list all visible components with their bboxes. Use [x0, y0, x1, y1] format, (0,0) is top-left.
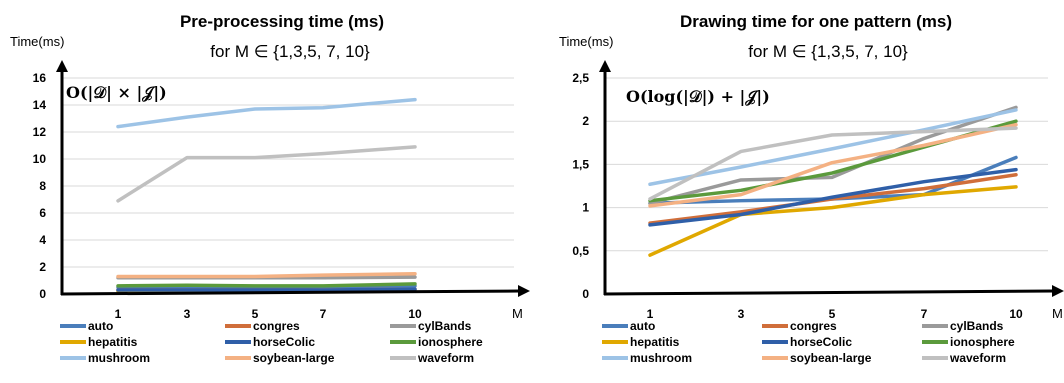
chart-subtitle: for M ∈ {1,3,5, 7, 10} [748, 42, 908, 61]
legend-label-waveform: waveform [417, 351, 474, 365]
x-tick-label: 3 [184, 307, 191, 321]
x-tick-label: 1 [115, 307, 122, 321]
y-tick-label: 8 [39, 179, 46, 193]
complexity-annotation: O(log(|𝒟|) + |𝒥|) [626, 87, 770, 107]
y-tick-label: 0 [582, 287, 589, 301]
x-axis-line [603, 289, 1055, 296]
legend-label-horseColic: horseColic [790, 335, 852, 349]
x-axis-label: M [1052, 306, 1063, 321]
series-line-ionosphere [116, 282, 417, 288]
x-tick-labels: 1 3 5 7 10 [647, 307, 1023, 321]
x-tick-label: 7 [921, 307, 928, 321]
legend-label-soybean-large: soybean-large [790, 351, 872, 365]
y-axis-label: Time(ms) [10, 34, 64, 49]
x-tick-label: 10 [1009, 307, 1023, 321]
chart-preprocessing: Pre-processing time (ms) for M ∈ {1,3,5,… [10, 12, 530, 365]
series-line-soybean-large [648, 122, 1018, 208]
x-tick-label: 5 [829, 307, 836, 321]
x-tick-label: 7 [320, 307, 327, 321]
series-line-soybean-large [116, 272, 417, 279]
y-tick-label: 1,5 [572, 157, 589, 171]
y-tick-label: 4 [39, 233, 46, 247]
series-line-hepatitis [648, 185, 1018, 257]
y-tick-label: 0,5 [572, 244, 589, 258]
series-line-horseColic [648, 167, 1018, 227]
y-axis-arrow [599, 60, 611, 72]
x-tick-label: 10 [408, 307, 422, 321]
series-line-cylBands [648, 105, 1018, 206]
y-tick-labels: 0 0,5 1 1,5 2 2,5 [572, 71, 589, 301]
y-axis-label: Time(ms) [559, 34, 613, 49]
legend-label-congres: congres [253, 319, 300, 333]
axes [56, 60, 530, 297]
legend-label-hepatitis: hepatitis [88, 335, 138, 349]
legend-label-mushroom: mushroom [630, 351, 692, 365]
axes [599, 60, 1064, 297]
series-lines [116, 97, 417, 294]
series-line-mushroom [648, 108, 1018, 187]
y-tick-label: 6 [39, 206, 46, 220]
chart-title: Drawing time for one pattern (ms) [680, 12, 952, 31]
x-axis-arrow [518, 285, 530, 297]
legend-label-soybean-large: soybean-large [253, 351, 335, 365]
legend-label-mushroom: mushroom [88, 351, 150, 365]
y-tick-label: 2,5 [572, 71, 589, 85]
legend-label-congres: congres [790, 319, 837, 333]
legend-label-cylBands: cylBands [418, 319, 472, 333]
series-line-mushroom [116, 97, 417, 129]
y-tick-label: 14 [33, 98, 47, 112]
series-line-horseColic [116, 287, 417, 292]
y-tick-label: 2 [582, 114, 589, 128]
legend-label-ionosphere: ionosphere [418, 335, 483, 349]
legend-label-ionosphere: ionosphere [950, 335, 1015, 349]
legend-label-waveform: waveform [949, 351, 1006, 365]
chart-title: Pre-processing time (ms) [180, 12, 384, 31]
y-tick-label: 12 [33, 125, 47, 139]
x-tick-labels: 1 3 5 7 10 [115, 307, 422, 321]
y-tick-label: 10 [33, 152, 47, 166]
series-lines [648, 105, 1018, 257]
legend: auto congres cylBands hepatitis horseColic io… [60, 319, 483, 365]
y-tick-label: 1 [582, 201, 589, 215]
legend-label-auto: auto [88, 319, 113, 333]
gridlines [62, 77, 514, 268]
legend-label-cylBands: cylBands [950, 319, 1004, 333]
y-tick-label: 0 [39, 287, 46, 301]
legend-label-horseColic: horseColic [253, 335, 315, 349]
complexity-annotation: O(|𝒟| × |𝒥|) [66, 83, 167, 103]
x-axis-arrow [1052, 285, 1064, 297]
series-line-waveform [648, 126, 1018, 201]
x-tick-label: 3 [738, 307, 745, 321]
y-tick-label: 2 [39, 260, 46, 274]
legend-label-auto: auto [630, 319, 655, 333]
series-line-waveform [116, 145, 417, 203]
legend-label-hepatitis: hepatitis [630, 335, 680, 349]
y-axis-arrow [56, 60, 68, 72]
x-tick-label: 5 [252, 307, 259, 321]
y-tick-label: 16 [33, 71, 47, 85]
y-tick-labels: 0 2 4 6 8 10 12 14 16 [33, 71, 47, 301]
chart-subtitle: for M ∈ {1,3,5, 7, 10} [210, 42, 370, 61]
chart-drawing-time: Drawing time for one pattern (ms) for M … [559, 12, 1064, 365]
x-axis-label: M [512, 306, 523, 321]
legend: auto congres cylBands hepatitis horseColic io… [602, 319, 1015, 365]
x-tick-label: 1 [647, 307, 654, 321]
x-axis-line [60, 289, 521, 296]
